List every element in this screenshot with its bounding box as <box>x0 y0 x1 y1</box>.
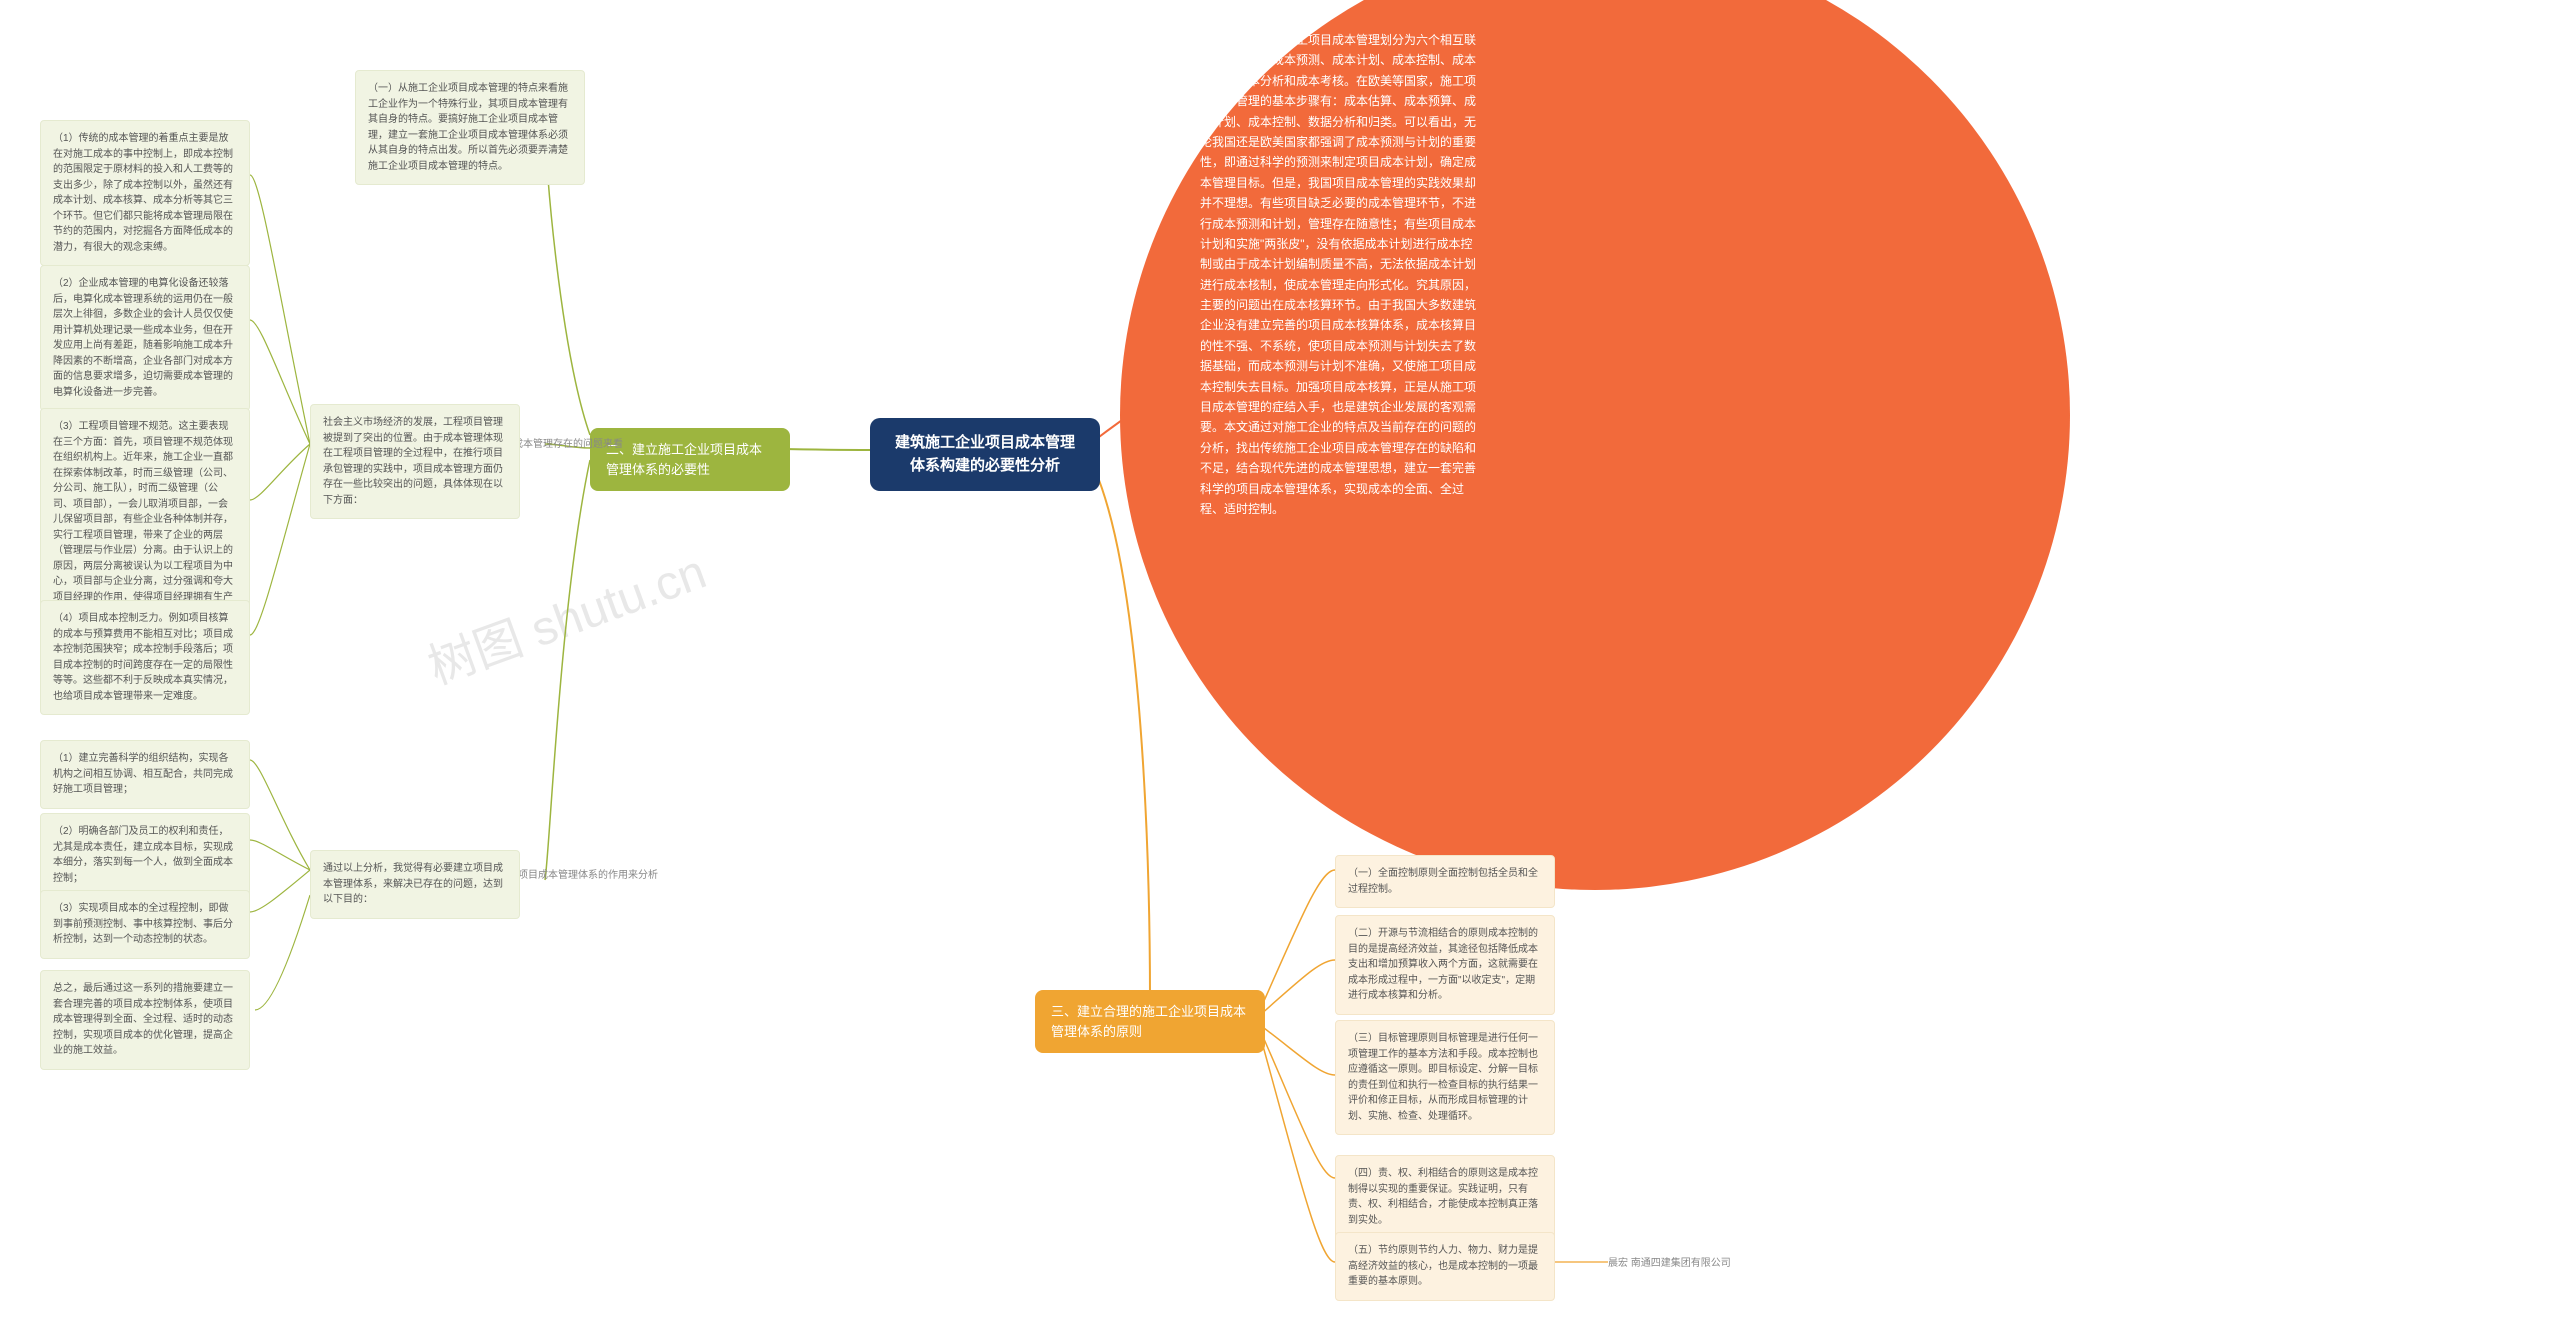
section1-text: 在我国，通常把施工项目成本管理划分为六个相互联系的环节，即成本预测、成本计划、成… <box>1200 30 1480 519</box>
section3-node: 三、建立合理的施工企业项目成本管理体系的原则 <box>1035 990 1265 1053</box>
section2-sub3-item2: （2）明确各部门及员工的权利和责任，尤其是成本责任，建立成本目标，实现成本细分，… <box>40 813 250 897</box>
watermark-left: 树图 shutu.cn <box>417 532 714 697</box>
section2-sub3-conclusion: 总之，最后通过这一系列的措施要建立一套合理完善的项目成本控制体系，使项目成本管理… <box>40 970 250 1070</box>
section3-author: 晨宏 南通四建集团有限公司 <box>1608 1256 1731 1271</box>
section2-sub2-item1: （1）传统的成本管理的着重点主要是放在对施工成本的事中控制上，即成本控制的范围限… <box>40 120 250 266</box>
section3-item3: （三）目标管理原则目标管理是进行任何一项管理工作的基本方法和手段。成本控制也应遵… <box>1335 1020 1555 1135</box>
section2-sub3-intro: 通过以上分析，我觉得有必要建立项目成本管理体系，来解决已存在的问题，达到以下目的… <box>310 850 520 919</box>
section2-sub3-item3: （3）实现项目成本的全过程控制，即做到事前预测控制、事中核算控制、事后分析控制，… <box>40 890 250 959</box>
section2-sub2-item2: （2）企业成本管理的电算化设备还较落后，电算化成本管理系统的运用仍在一般层次上徘… <box>40 265 250 411</box>
section3-item2: （二）开源与节流相结合的原则成本控制的目的是提高经济效益，其途径包括降低成本支出… <box>1335 915 1555 1015</box>
section2-sub1: （一）从施工企业项目成本管理的特点来看施工企业作为一个特殊行业，其项目成本管理有… <box>355 70 585 185</box>
section1-circle: 在我国，通常把施工项目成本管理划分为六个相互联系的环节，即成本预测、成本计划、成… <box>1120 0 2070 890</box>
section2-sub3-item1: （1）建立完善科学的组织结构，实现各机构之间相互协调、相互配合，共同完成好施工项… <box>40 740 250 809</box>
section2-sub2-item4: （4）项目成本控制乏力。例如项目核算的成本与预算费用不能相互对比；项目成本控制范… <box>40 600 250 715</box>
section3-item1: （一）全面控制原则全面控制包括全员和全过程控制。 <box>1335 855 1555 908</box>
section2-sub2-intro: 社会主义市场经济的发展，工程项目管理被提到了突出的位置。由于成本管理体现在工程项… <box>310 404 520 519</box>
center-node: 建筑施工企业项目成本管理体系构建的必要性分析 <box>870 418 1100 491</box>
section3-item4: （四）责、权、利相结合的原则这是成本控制得以实现的重要保证。实践证明，只有责、权… <box>1335 1155 1555 1239</box>
section3-item5: （五）节约原则节约人力、物力、财力是提高经济效益的核心，也是成本控制的一项最重要… <box>1335 1232 1555 1301</box>
